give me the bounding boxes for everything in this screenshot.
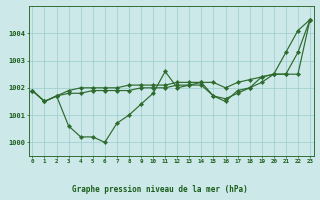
- Text: Graphe pression niveau de la mer (hPa): Graphe pression niveau de la mer (hPa): [72, 185, 248, 194]
